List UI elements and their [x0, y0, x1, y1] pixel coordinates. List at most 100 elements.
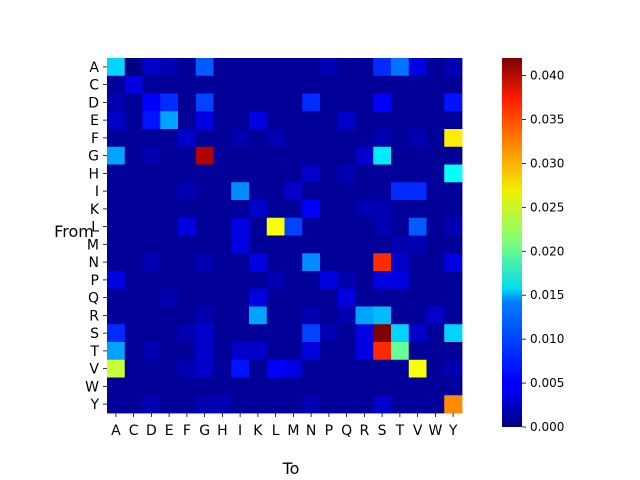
heatmap-cell-S-V — [408, 324, 427, 343]
x-tick-label: Q — [341, 423, 352, 439]
y-tick-label: Q — [88, 291, 99, 307]
heatmap-cell-S-W — [426, 324, 445, 343]
heatmap-cell-Y-S — [373, 395, 392, 414]
heatmap-cell-I-A — [107, 182, 126, 201]
heatmap-cell-R-R — [355, 306, 374, 325]
y-tick-label: M — [87, 237, 99, 253]
heatmap-cell-S-M — [284, 324, 303, 343]
heatmap-cell-M-P — [320, 235, 339, 254]
heatmap-cell-E-S — [373, 111, 392, 130]
heatmap-cell-A-A — [107, 58, 126, 77]
heatmap-cell-C-Q — [337, 75, 356, 94]
heatmap-cell-V-M — [284, 359, 303, 378]
heatmap-cell-T-L — [266, 342, 285, 361]
heatmap-cell-W-T — [391, 377, 410, 396]
heatmap-cell-H-R — [355, 164, 374, 183]
heatmap-cell-F-V — [408, 129, 427, 148]
heatmap-cell-N-P — [320, 253, 339, 272]
x-tick-label: M — [287, 423, 299, 439]
heatmap-cell-I-M — [284, 182, 303, 201]
heatmap-cell-V-Q — [337, 359, 356, 378]
heatmap-cell-Y-H — [213, 395, 232, 414]
heatmap-cell-D-L — [266, 93, 285, 112]
heatmap-cell-L-D — [142, 217, 161, 236]
heatmap-cell-A-E — [160, 58, 179, 77]
heatmap-cell-V-N — [302, 359, 321, 378]
heatmap-cell-V-G — [195, 359, 214, 378]
heatmap-cell-V-P — [320, 359, 339, 378]
heatmap-cell-I-H — [213, 182, 232, 201]
heatmap-cell-R-S — [373, 306, 392, 325]
heatmap-cell-A-W — [426, 58, 445, 77]
heatmap-cell-P-T — [391, 271, 410, 290]
heatmap-cell-G-T — [391, 146, 410, 165]
heatmap-cell-W-L — [266, 377, 285, 396]
heatmap-cell-N-K — [249, 253, 268, 272]
heatmap-cell-R-G — [195, 306, 214, 325]
heatmap-cell-F-I — [231, 129, 250, 148]
heatmap-cell-S-I — [231, 324, 250, 343]
x-tick-label: D — [146, 423, 157, 439]
heatmap-cell-E-I — [231, 111, 250, 130]
heatmap-cell-W-E — [160, 377, 179, 396]
heatmap-cell-G-Q — [337, 146, 356, 165]
heatmap-cell-F-T — [391, 129, 410, 148]
x-tick-label: K — [253, 423, 263, 439]
x-tick-label: A — [111, 423, 121, 439]
heatmap-cell-W-H — [213, 377, 232, 396]
heatmap-cell-D-V — [408, 93, 427, 112]
heatmap-cell-V-Y — [444, 359, 463, 378]
heatmap-cell-L-E — [160, 217, 179, 236]
heatmap-cell-T-H — [213, 342, 232, 361]
heatmap-cell-C-P — [320, 75, 339, 94]
heatmap-cell-G-M — [284, 146, 303, 165]
heatmap-cell-N-T — [391, 253, 410, 272]
y-tick-label: A — [89, 60, 99, 76]
heatmap-cell-C-R — [355, 75, 374, 94]
colorbar-tick-label: 0.025 — [530, 200, 564, 214]
heatmap-cell-K-P — [320, 200, 339, 219]
heatmap-cell-L-F — [178, 217, 197, 236]
heatmap-cell-T-C — [124, 342, 143, 361]
y-tick-label: V — [89, 362, 99, 378]
heatmap-cell-E-K — [249, 111, 268, 130]
heatmap-cell-E-M — [284, 111, 303, 130]
heatmap-cell-I-F — [178, 182, 197, 201]
heatmap-cell-R-I — [231, 306, 250, 325]
heatmap-cell-A-D — [142, 58, 161, 77]
x-tick-label: L — [272, 423, 280, 439]
heatmap-cell-R-Q — [337, 306, 356, 325]
heatmap-cells — [107, 58, 463, 414]
heatmap-cell-Q-A — [107, 288, 126, 307]
heatmap-cell-D-Y — [444, 93, 463, 112]
heatmap-cell-Q-E — [160, 288, 179, 307]
heatmap-cell-F-E — [160, 129, 179, 148]
heatmap-cell-R-P — [320, 306, 339, 325]
heatmap-cell-G-K — [249, 146, 268, 165]
heatmap-cell-N-E — [160, 253, 179, 272]
heatmap-cell-R-L — [266, 306, 285, 325]
heatmap-cell-E-N — [302, 111, 321, 130]
heatmap-cell-L-Q — [337, 217, 356, 236]
heatmap-cell-D-M — [284, 93, 303, 112]
heatmap-cell-S-Q — [337, 324, 356, 343]
heatmap-cell-N-I — [231, 253, 250, 272]
heatmap-cell-D-H — [213, 93, 232, 112]
heatmap-cell-V-W — [426, 359, 445, 378]
heatmap-cell-P-A — [107, 271, 126, 290]
heatmap-cell-K-D — [142, 200, 161, 219]
heatmap-cell-C-E — [160, 75, 179, 94]
heatmap-cell-T-V — [408, 342, 427, 361]
heatmap-cell-N-S — [373, 253, 392, 272]
heatmap-cell-R-K — [249, 306, 268, 325]
heatmap-cell-F-K — [249, 129, 268, 148]
heatmap-cell-H-S — [373, 164, 392, 183]
y-tick-label: F — [91, 131, 99, 147]
heatmap-cell-R-H — [213, 306, 232, 325]
heatmap-cell-V-I — [231, 359, 250, 378]
heatmap-cell-M-D — [142, 235, 161, 254]
y-tick-label: E — [90, 113, 99, 129]
heatmap-cell-N-F — [178, 253, 197, 272]
heatmap-cell-E-Y — [444, 111, 463, 130]
heatmap-cell-H-Y — [444, 164, 463, 183]
